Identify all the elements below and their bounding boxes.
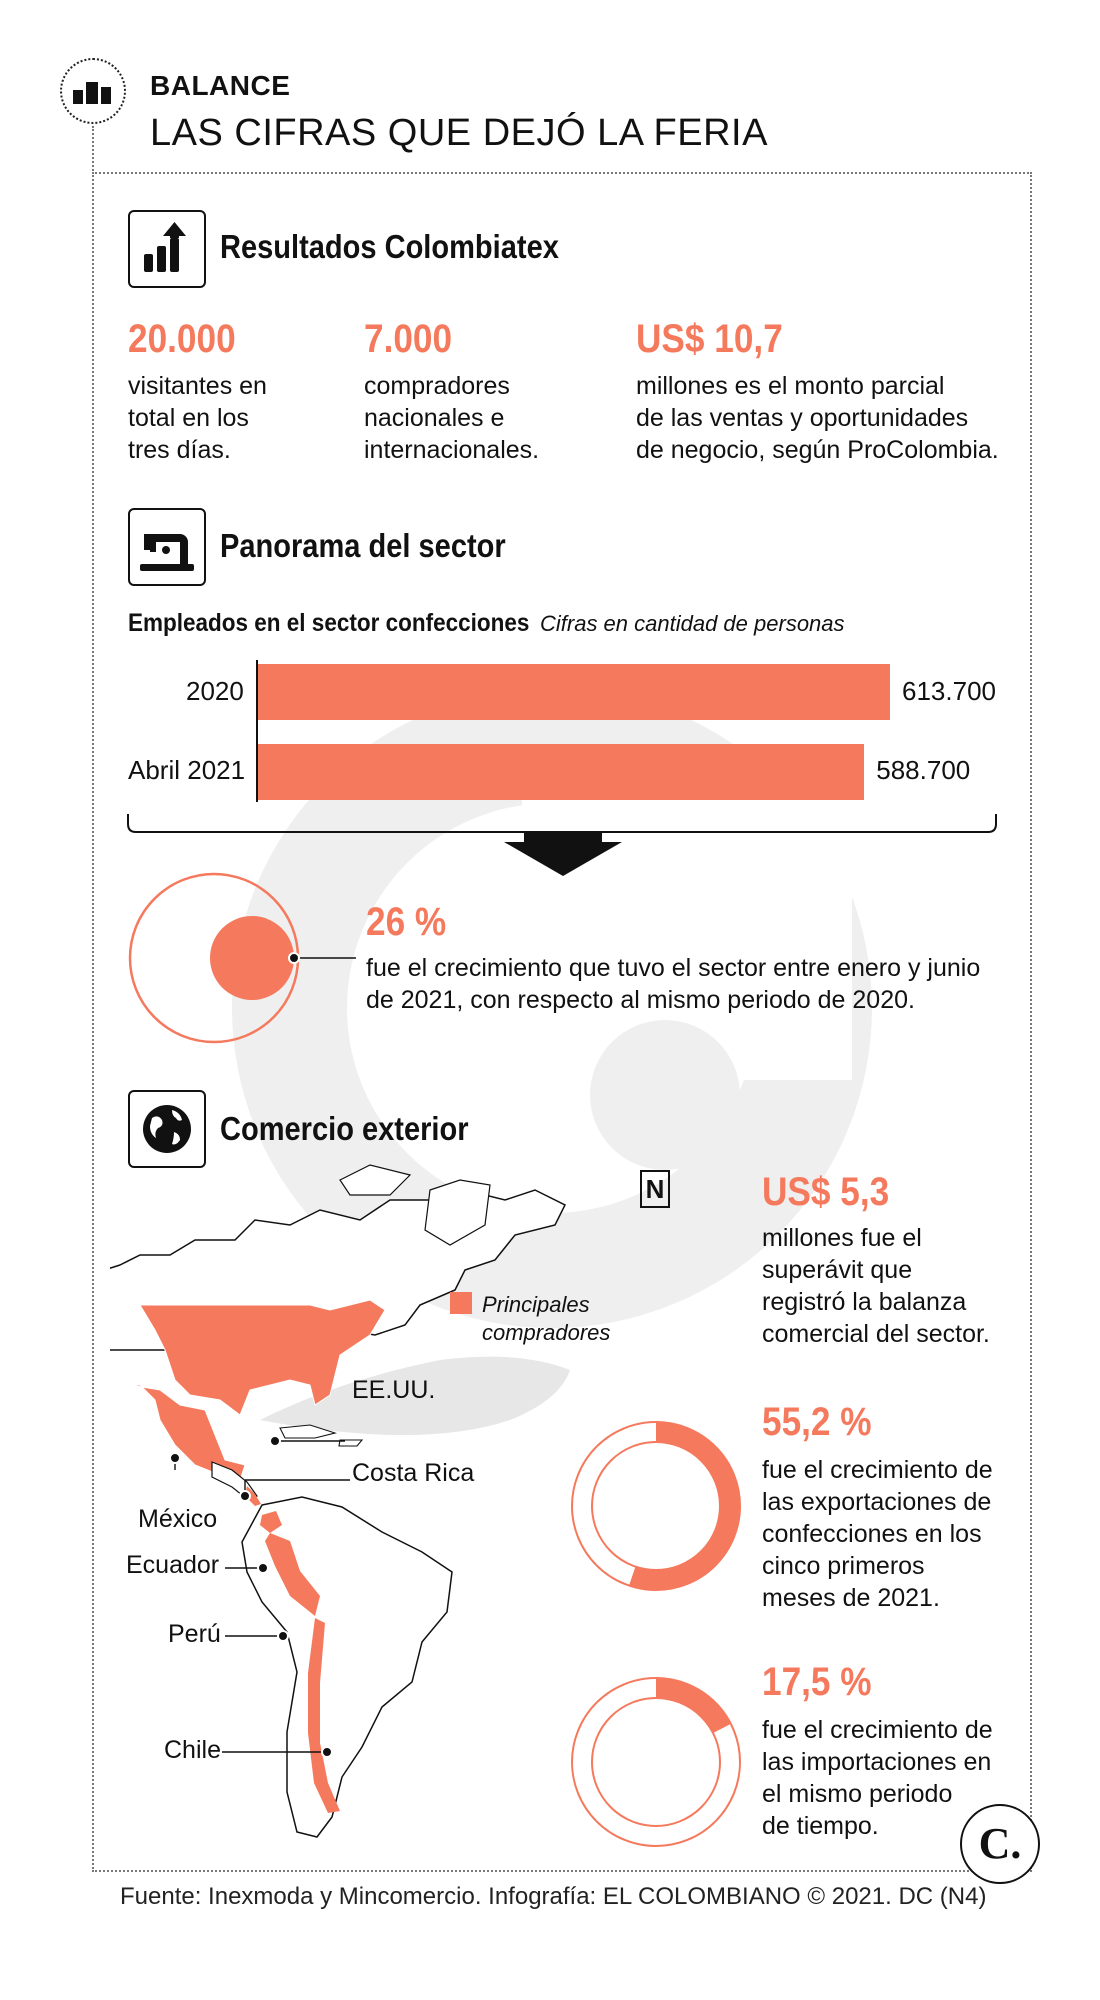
section-title-results: Resultados Colombiatex — [220, 228, 559, 265]
bar-label-abril-2021: Abril 2021 — [128, 755, 246, 785]
stat-visitors-line: total en los — [128, 404, 249, 432]
bar-label-2020: 2020 — [186, 676, 244, 706]
watermark-dot — [590, 1020, 740, 1170]
bracket-arrow — [127, 814, 997, 876]
stat-buyers-line: compradores — [364, 372, 510, 400]
country-label-ecuador: Ecuador — [126, 1551, 220, 1579]
country-label-mexico: México — [138, 1505, 218, 1533]
stat-visitors-value: 20.000 — [128, 317, 236, 361]
imports-line: de tiempo. — [762, 1812, 879, 1840]
exports-line: confecciones en los — [762, 1520, 982, 1548]
growth-circle-graphic — [128, 872, 356, 1044]
exports-line: cinco primeros — [762, 1552, 925, 1580]
stat-sales-line: millones es el monto parcial — [636, 372, 945, 400]
section-title-trade: Comercio exterior — [220, 1110, 469, 1147]
stat-sales-line: de negocio, según ProColombia. — [636, 436, 999, 464]
stat-buyers-line: internacionales. — [364, 436, 540, 464]
exports-line: meses de 2021. — [762, 1584, 940, 1612]
surplus-line: superávit que — [762, 1256, 913, 1284]
growth-chart-icon — [128, 210, 206, 288]
surplus-line: millones fue el — [762, 1224, 922, 1252]
globe-icon — [128, 1090, 206, 1168]
stat-visitors-desc: visitantes en total en los tres días. — [128, 370, 267, 466]
exports-line: fue el crecimiento de — [762, 1456, 993, 1484]
growth-value: 26 % — [366, 900, 447, 944]
imports-donut — [571, 1677, 741, 1847]
surplus-desc: millones fue el superávit que registró l… — [762, 1222, 990, 1350]
sewing-machine-icon — [128, 508, 206, 586]
growth-desc: fue el crecimiento que tuvo el sector en… — [366, 952, 980, 1016]
legend-line: Principales — [482, 1292, 590, 1317]
imports-line: el mismo periodo — [762, 1780, 953, 1808]
header-connector — [92, 126, 94, 174]
imports-donut-slice — [656, 1678, 731, 1733]
stat-buyers-line: nacionales e — [364, 404, 505, 432]
country-label-peru: Perú — [168, 1620, 221, 1648]
imports-value: 17,5 % — [762, 1660, 872, 1704]
imports-line: fue el crecimiento de — [762, 1716, 993, 1744]
page-title: LAS CIFRAS QUE DEJÓ LA FERIA — [150, 112, 768, 154]
stat-sales-desc: millones es el monto parcial de las vent… — [636, 370, 999, 466]
footer-credits: Fuente: Inexmoda y Mincomercio. Infograf… — [120, 1883, 987, 1910]
exports-line: las exportaciones de — [762, 1488, 992, 1516]
country-label-costa-rica: Costa Rica — [352, 1459, 475, 1487]
stat-sales-value: US$ 10,7 — [636, 317, 783, 361]
stat-sales-line: de las ventas y oportunidades — [636, 404, 969, 432]
country-label-usa: EE.UU. — [352, 1376, 436, 1404]
surplus-line: registró la balanza — [762, 1288, 967, 1316]
surplus-value: US$ 5,3 — [762, 1170, 890, 1214]
bar-2020 — [258, 664, 890, 720]
chart-subtitle: Cifras en cantidad de personas — [540, 611, 845, 636]
americas-map — [110, 1164, 570, 1838]
exports-donut-slice — [629, 1422, 741, 1590]
chart-title: Empleados en el sector confecciones — [128, 609, 530, 637]
country-label-chile: Chile — [164, 1736, 221, 1764]
newspaper-logo: C. — [960, 1804, 1040, 1884]
exports-donut — [571, 1421, 741, 1591]
north-arrow: N — [640, 1170, 670, 1208]
stat-buyers-desc: compradores nacionales e internacionales… — [364, 370, 539, 466]
growth-line: fue el crecimiento que tuvo el sector en… — [366, 954, 981, 982]
header-kicker: BALANCE — [150, 70, 291, 101]
bar-abril-2021 — [258, 744, 865, 800]
legend-label-2: compradores — [482, 1320, 611, 1345]
stat-visitors-line: visitantes en — [128, 372, 267, 400]
stat-visitors-line: tres días. — [128, 436, 231, 464]
exports-desc: fue el crecimiento de las exportaciones … — [762, 1454, 993, 1614]
bar-chart-icon — [60, 58, 126, 124]
legend-swatch — [450, 1292, 472, 1314]
legend-label: Principales — [482, 1290, 590, 1320]
stat-buyers-value: 7.000 — [364, 317, 453, 361]
chart-heading: Empleados en el sector confecciones Cifra… — [128, 609, 845, 638]
surplus-line: comercial del sector. — [762, 1320, 990, 1348]
exports-value: 55,2 % — [762, 1400, 872, 1444]
bar-value-2020: 613.700 — [902, 676, 996, 706]
section-title-sector: Panorama del sector — [220, 527, 506, 564]
bar-axis — [256, 660, 258, 802]
bar-value-abril-2021: 588.700 — [876, 755, 971, 785]
imports-desc: fue el crecimiento de las importaciones … — [762, 1714, 993, 1842]
growth-line: de 2021, con respecto al mismo periodo d… — [366, 986, 915, 1014]
content-frame — [92, 172, 1032, 1872]
imports-line: las importaciones en — [762, 1748, 992, 1776]
north-label: N — [645, 1174, 665, 1204]
